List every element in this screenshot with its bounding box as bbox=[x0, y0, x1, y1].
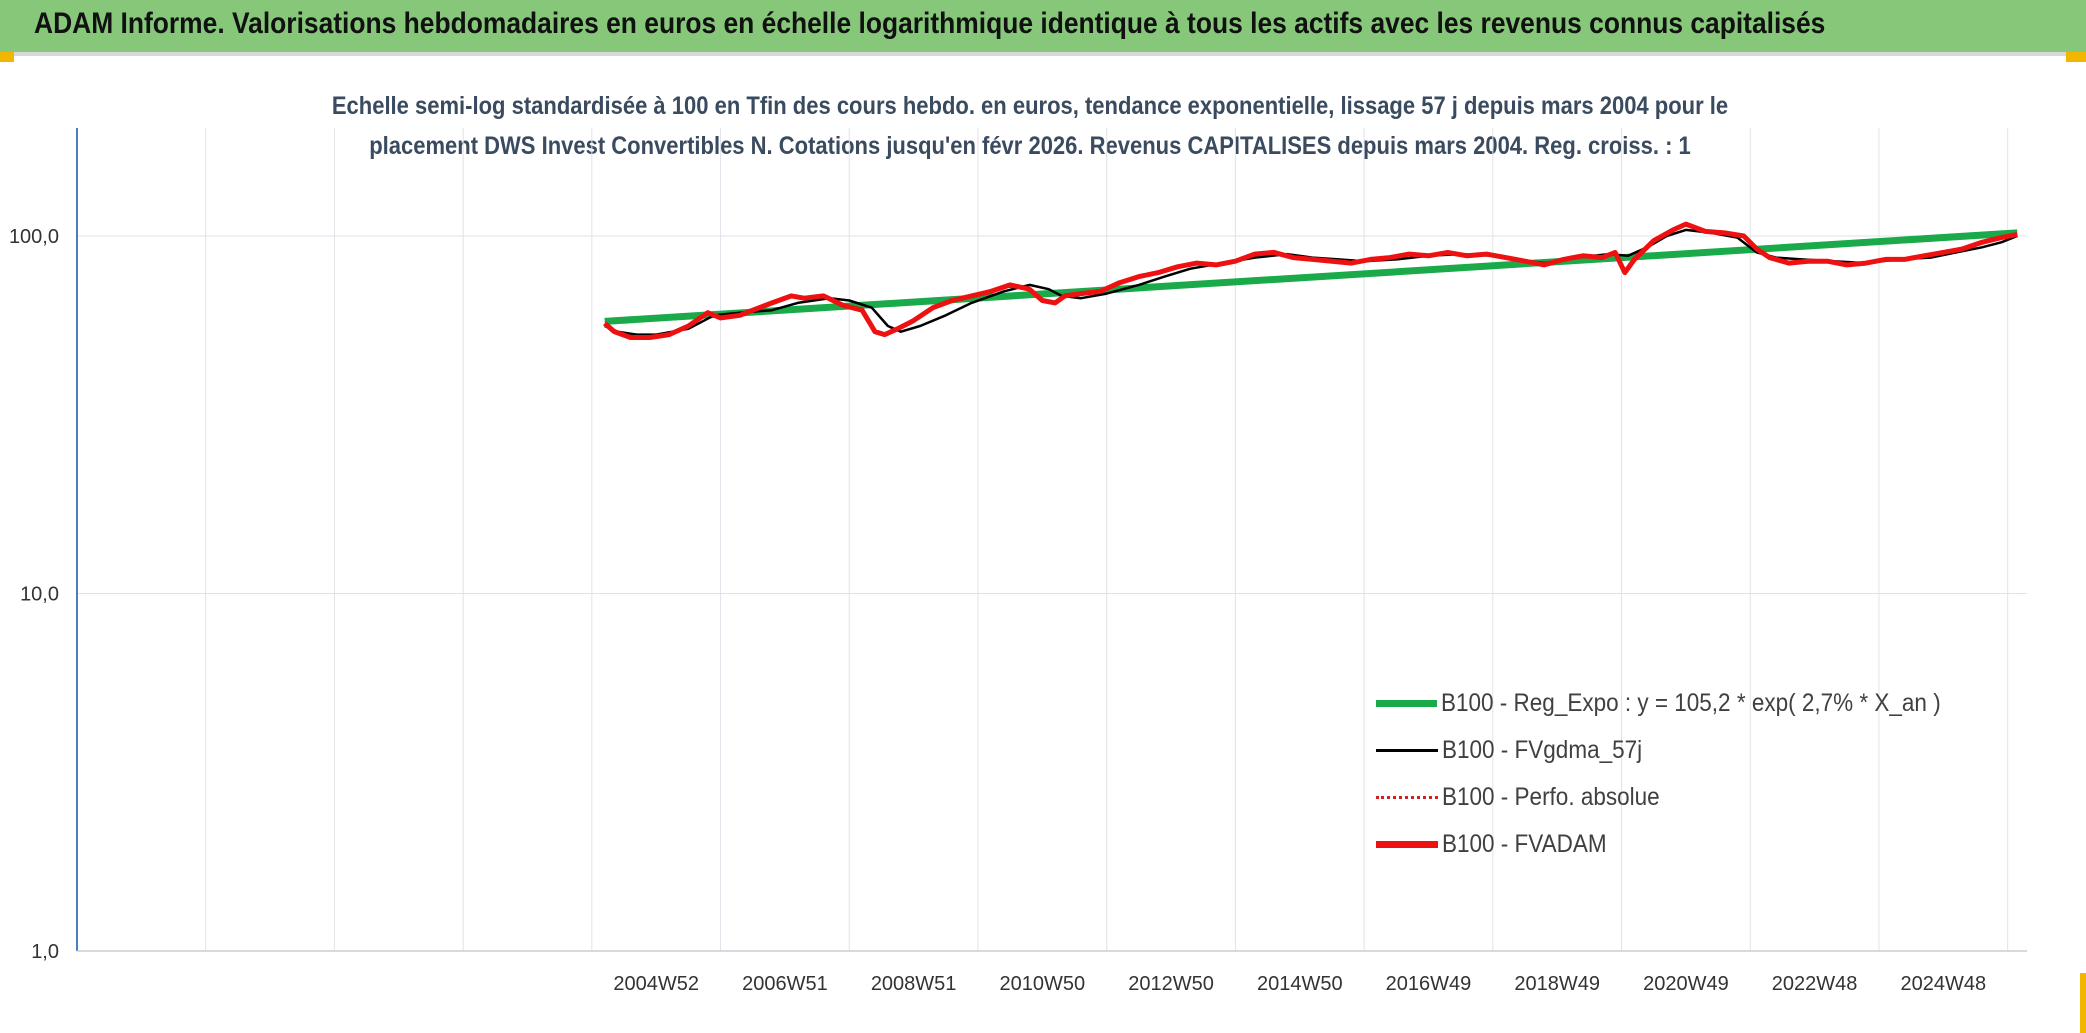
x-tick-label: 2020W49 bbox=[1643, 973, 1729, 995]
corner-marker-top-right bbox=[2066, 52, 2086, 62]
legend-label-trend: B100 - Reg_Expo : y = 105,2 * exp( 2,7% … bbox=[1440, 689, 1941, 717]
x-tick-label: 2006W51 bbox=[742, 973, 828, 995]
corner-marker-top-left bbox=[0, 52, 14, 62]
y-tick-labels: 100,0 10,0 1,0 bbox=[9, 226, 59, 963]
x-tick-label: 2004W52 bbox=[613, 973, 699, 995]
legend-label-absolute: B100 - Perfo. absolue bbox=[1442, 783, 1660, 811]
y-tick-label: 10,0 bbox=[20, 584, 59, 606]
chart-title: Echelle semi-log standardisée à 100 en T… bbox=[200, 86, 1860, 166]
legend-swatch-absolute bbox=[1376, 796, 1438, 799]
banner: ADAM Informe. Valorisations hebdomadaire… bbox=[0, 0, 2086, 56]
x-tick-label: 2018W49 bbox=[1514, 973, 1600, 995]
series-line-fvadam bbox=[603, 221, 2018, 340]
x-tick-label: 2022W48 bbox=[1772, 973, 1858, 995]
legend-item-trend: B100 - Reg_Expo : y = 105,2 * exp( 2,7% … bbox=[1376, 680, 1996, 727]
legend-item-smoothed: B100 - FVgdma_57j bbox=[1376, 727, 1996, 774]
corner-marker-bottom-right bbox=[2080, 973, 2086, 1033]
x-tick-label: 2008W51 bbox=[871, 973, 957, 995]
x-tick-label: 2014W50 bbox=[1257, 973, 1343, 995]
banner-title: ADAM Informe. Valorisations hebdomadaire… bbox=[34, 7, 1826, 40]
legend-label-smoothed: B100 - FVgdma_57j bbox=[1442, 736, 1643, 764]
legend-item-absolute: B100 - Perfo. absolue bbox=[1376, 774, 1996, 821]
legend-swatch-trend bbox=[1376, 700, 1437, 707]
series-layer bbox=[603, 221, 2018, 340]
x-tick-labels: 2004W52 2006W51 2008W51 2010W50 2012W50 2014W… bbox=[613, 973, 1986, 995]
series-line-trend bbox=[604, 229, 2018, 325]
x-tick-label: 2010W50 bbox=[1000, 973, 1086, 995]
legend-swatch-fvadam bbox=[1376, 841, 1438, 848]
y-tick-label: 1,0 bbox=[31, 941, 59, 963]
legend-swatch-smoothed bbox=[1376, 749, 1438, 752]
y-tick-label: 100,0 bbox=[9, 226, 59, 248]
x-tick-label: 2012W50 bbox=[1128, 973, 1214, 995]
x-tick-label: 2024W48 bbox=[1901, 973, 1987, 995]
chart-title-line-1: Echelle semi-log standardisée à 100 en T… bbox=[331, 92, 1729, 120]
legend-item-fvadam: B100 - FVADAM bbox=[1376, 821, 1996, 868]
chart-title-line-2: placement DWS Invest Convertibles N. Cot… bbox=[369, 132, 1691, 160]
x-tick-label: 2016W49 bbox=[1386, 973, 1472, 995]
legend: B100 - Reg_Expo : y = 105,2 * exp( 2,7% … bbox=[1376, 680, 1996, 868]
legend-label-fvadam: B100 - FVADAM bbox=[1442, 830, 1607, 858]
